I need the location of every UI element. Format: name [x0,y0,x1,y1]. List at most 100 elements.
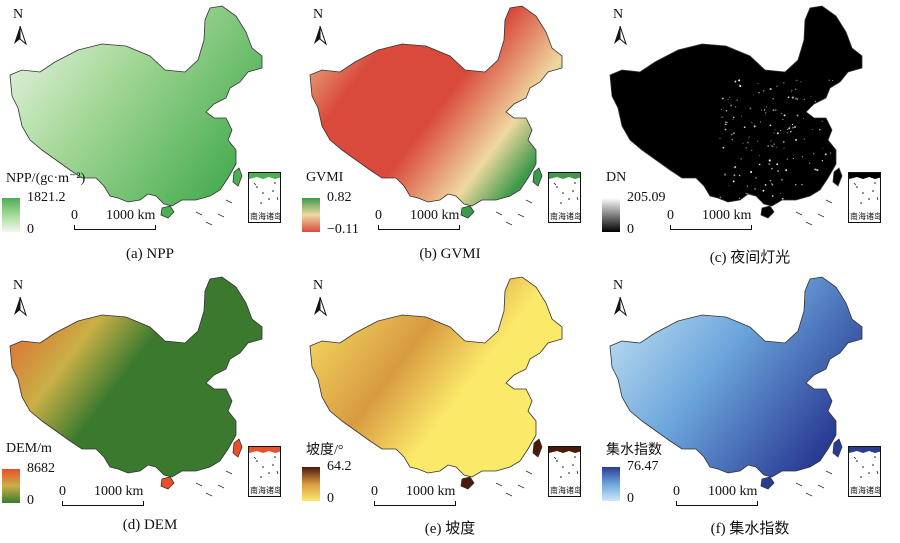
china-map [9,5,263,226]
maritime-boundary-mark [205,221,213,226]
china-map [309,5,563,226]
north-label: N [313,7,324,22]
maritime-boundary-mark [205,492,213,497]
map-panel-1: N NPP/(gc·m⁻²) 1821.2 0 0 1000 km 南海诸岛 (a) NPP [0,0,300,271]
inset-label: 南海诸岛 [250,486,281,495]
light-speck [794,80,796,82]
legend-title: NPP/(gc·m⁻²) [6,171,86,186]
legend-min-value: 0 [27,222,34,237]
light-speck [821,159,824,162]
hainan-island [760,476,775,490]
light-speck [824,153,827,156]
light-speck [743,126,746,129]
light-speck [738,174,741,177]
legend-color-bar [2,198,20,232]
legend-min-value: 0 [627,491,634,506]
light-speck [771,145,774,148]
light-speck [755,177,757,179]
legend-title: DEM/m [6,441,52,456]
maritime-boundary-mark [825,199,833,204]
maritime-boundary-mark [525,199,533,204]
mainland-region [9,5,263,207]
north-arrow-icon [314,25,328,46]
maritime-boundary-mark [517,484,525,489]
light-speck [776,85,778,87]
light-speck [781,112,783,115]
maritime-boundary-mark [805,221,813,226]
light-speck [762,189,765,192]
light-speck [796,114,799,117]
light-speck [765,106,768,108]
legend-max-value: 8682 [27,461,55,476]
legend-min-value: −0.11 [327,222,359,237]
north-label: N [13,7,24,22]
light-speck [750,194,752,196]
light-speck [791,89,793,92]
taiwan-island [532,167,543,187]
light-speck [790,91,792,93]
inset-label: 南海诸岛 [550,212,581,221]
light-speck [814,100,817,103]
south-china-sea-inset: 南海诸岛 [548,172,581,223]
north-arrow: N [8,279,34,323]
light-speck [773,132,775,134]
light-speck [790,131,792,133]
light-speck [795,183,797,185]
china-map [609,5,863,226]
light-speck [788,127,791,130]
north-label: N [313,278,324,293]
panel-caption: (b) GVMI [419,246,481,262]
scale-zero-label: 0 [667,208,674,223]
panel-caption: (f) 集水指数 [710,521,790,537]
taiwan-island [532,438,543,458]
light-speck [759,155,761,157]
scale-bar: 0 1000 km [59,484,162,506]
legend-min-value: 0 [627,222,634,237]
light-speck [803,138,805,140]
light-speck [792,158,794,160]
maritime-boundary-mark [805,492,813,497]
mainland-region [309,276,563,478]
scale-line [676,501,758,506]
light-speck [794,126,796,128]
inset-map [849,173,880,204]
north-label: N [13,278,24,293]
light-speck [794,88,797,90]
scale-zero-label: 0 [375,208,382,223]
light-speck [780,192,782,194]
scale-max-label: 1000 km [406,484,456,499]
inset-map [849,447,880,478]
map-panel-3: N DN 205.09 0 0 1000 km 南海诸岛 (c) 夜间灯光 [600,0,900,271]
maritime-boundary-mark [795,482,803,487]
legend-max-value: 205.09 [627,190,666,205]
south-china-sea-inset: 南海诸岛 [248,172,281,223]
inset-map [549,173,580,204]
light-speck [821,120,823,122]
light-speck [753,125,756,128]
legend-min-value: 0 [327,491,334,506]
legend-max-value: 0.82 [327,190,352,205]
scale-line [62,501,144,506]
light-speck [769,88,772,91]
legend-title: 集水指数 [606,443,662,458]
scale-line [670,225,752,230]
light-speck [734,80,737,83]
scale-zero-label: 0 [59,484,66,499]
china-map [609,276,863,497]
inset-label: 南海诸岛 [550,486,581,495]
maritime-boundary-mark [795,211,803,216]
light-speck [796,79,798,81]
maritime-boundary-mark [517,213,525,218]
light-speck [719,137,721,140]
maritime-boundary-mark [217,213,225,218]
light-speck [739,84,742,88]
map-panel-4: N DEM/m 8682 0 0 1000 km 南海诸岛 (d) DEM [0,271,300,542]
light-speck [770,140,772,142]
taiwan-island [232,438,243,458]
light-speck [725,121,727,123]
light-speck [770,145,772,147]
north-arrow: N [308,8,334,52]
light-speck [730,104,733,107]
light-speck [782,140,785,143]
hainan-island [460,476,475,490]
